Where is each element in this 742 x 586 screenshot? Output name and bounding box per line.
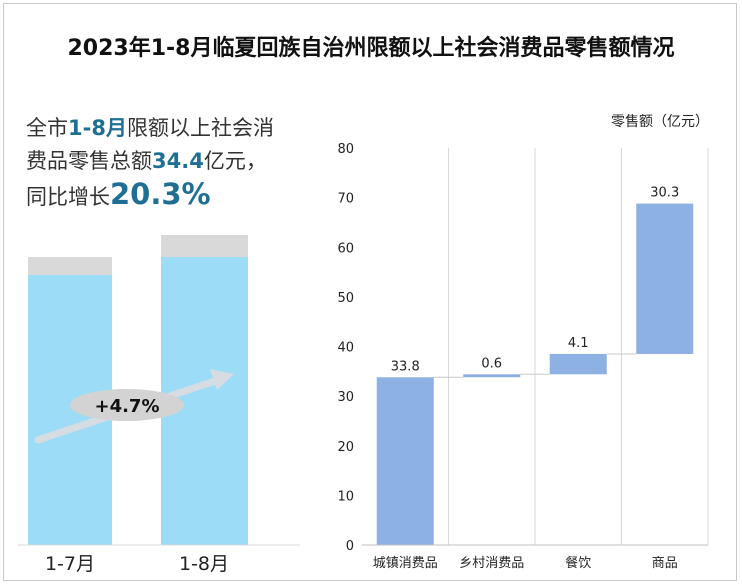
- waterfall-data-labels: 33.8 0.6 4.1 30.3: [391, 186, 679, 375]
- summary-period: 1-8月: [68, 116, 127, 140]
- bar-2: [549, 353, 607, 375]
- y-tick-label-20: 20: [337, 440, 354, 455]
- waterfall-bars: [376, 203, 694, 545]
- y-tick-label-0: 0: [346, 539, 354, 554]
- growth-ellipse: [70, 389, 184, 421]
- data-label-0: 33.8: [391, 359, 420, 374]
- summary-line1-prefix: 全市: [26, 116, 68, 140]
- summary-total: 34.4: [152, 149, 204, 173]
- x-tick-label-1: 乡村消费品: [459, 556, 524, 571]
- waterfall-connectors: [433, 353, 637, 378]
- summary-line3-prefix: 同比增长: [26, 185, 110, 209]
- page-title: 2023年1-8月临夏回族自治州限额以上社会消费品零售额情况: [67, 36, 675, 61]
- chart-frame: [3, 3, 737, 581]
- waterfall-y-ticks: 0 10 20 30 40 50 60 70 80: [337, 142, 354, 554]
- left-x-label-1-8: 1-8月: [179, 553, 229, 575]
- waterfall-x-labels: 城镇消费品 乡村消费品 餐饮 商品: [373, 555, 678, 571]
- y-tick-label-50: 50: [337, 291, 354, 306]
- bar-1: [463, 374, 521, 378]
- waterfall-gridlines: [448, 148, 709, 545]
- y-tick-label-10: 10: [337, 489, 354, 504]
- x-tick-label-2: 餐饮: [565, 555, 591, 571]
- bar-1-7-cap: [28, 257, 112, 275]
- x-tick-label-3: 商品: [652, 556, 678, 571]
- y-tick-label-60: 60: [337, 241, 354, 256]
- summary-line2-suffix: 亿元，: [203, 149, 267, 173]
- y-tick-label-40: 40: [337, 341, 354, 356]
- bar-1-8-cap: [161, 235, 248, 257]
- growth-label: +4.7%: [94, 396, 159, 417]
- x-tick-label-0: 城镇消费品: [373, 556, 438, 571]
- summary-line2-prefix: 费品零售总额: [26, 149, 152, 173]
- y-tick-label-80: 80: [337, 142, 354, 157]
- summary-growth: 20.3%: [110, 177, 211, 211]
- waterfall-y-axis-title: 零售额（亿元）: [611, 114, 709, 130]
- bar-0: [376, 377, 434, 545]
- growth-arrow-head: [210, 369, 234, 390]
- bar-3: [636, 203, 694, 354]
- summary-text: 全市1-8月限额以上社会消 费品零售总额34.4亿元， 同比增长20.3%: [26, 112, 316, 214]
- left-x-label-1-7: 1-7月: [45, 553, 95, 575]
- data-label-1: 0.6: [481, 356, 502, 371]
- summary-line1-suffix: 限额以上社会消: [126, 116, 274, 140]
- data-label-3: 30.3: [650, 186, 679, 201]
- y-tick-label-70: 70: [337, 192, 354, 207]
- y-tick-label-30: 30: [337, 390, 354, 405]
- data-label-2: 4.1: [568, 336, 589, 351]
